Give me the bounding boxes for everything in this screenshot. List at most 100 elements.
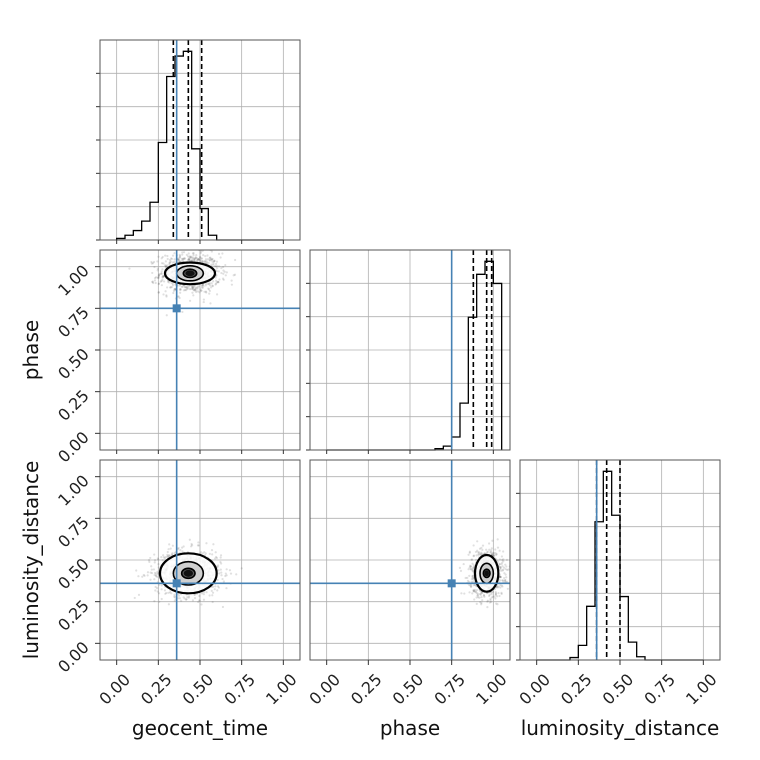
sample-point bbox=[199, 255, 202, 259]
sample-point bbox=[183, 257, 186, 260]
sample-point bbox=[205, 260, 208, 263]
sample-point bbox=[202, 253, 205, 257]
sample-point bbox=[491, 551, 495, 555]
sample-point bbox=[161, 278, 164, 281]
sample-point bbox=[222, 269, 225, 272]
sample-point bbox=[196, 259, 199, 262]
sample-point bbox=[473, 598, 476, 601]
sample-point bbox=[158, 600, 161, 603]
sample-point bbox=[213, 259, 216, 262]
sample-point bbox=[480, 591, 484, 594]
sample-point bbox=[182, 257, 185, 260]
sample-point bbox=[191, 286, 194, 289]
sample-point bbox=[493, 551, 496, 554]
sample-point bbox=[486, 600, 489, 603]
sample-point bbox=[488, 548, 491, 551]
sample-point bbox=[164, 592, 167, 595]
sample-point bbox=[196, 544, 200, 547]
sample-point bbox=[478, 593, 481, 596]
sample-point bbox=[201, 283, 205, 286]
sample-point bbox=[476, 594, 479, 597]
sample-point bbox=[185, 286, 188, 289]
sample-point bbox=[192, 285, 195, 288]
contour-line bbox=[182, 268, 198, 279]
sample-point bbox=[169, 286, 172, 289]
sample-point bbox=[188, 285, 191, 288]
sample-point bbox=[204, 282, 208, 285]
sample-point bbox=[152, 260, 156, 264]
sample-point bbox=[197, 258, 200, 261]
sample-point bbox=[211, 591, 215, 594]
sample-point bbox=[153, 578, 156, 581]
sample-point bbox=[156, 570, 159, 573]
sample-point bbox=[193, 593, 196, 596]
sample-point bbox=[162, 293, 165, 296]
sample-point bbox=[222, 265, 225, 269]
sample-point bbox=[164, 266, 167, 269]
sample-point bbox=[160, 279, 163, 283]
sample-point bbox=[500, 592, 503, 595]
sample-point bbox=[506, 568, 509, 572]
sample-point bbox=[182, 258, 185, 261]
sample-point bbox=[489, 600, 493, 604]
sample-point bbox=[486, 550, 489, 553]
sample-point bbox=[153, 571, 157, 575]
sample-point bbox=[490, 552, 493, 555]
sample-point bbox=[471, 566, 475, 569]
sample-point bbox=[479, 593, 482, 596]
sample-point bbox=[170, 257, 174, 261]
sample-point bbox=[212, 543, 215, 546]
sample-point bbox=[221, 577, 224, 581]
sample-point bbox=[190, 259, 193, 262]
sample-point bbox=[500, 584, 503, 587]
sample-point bbox=[165, 295, 168, 298]
sample-point bbox=[220, 271, 223, 275]
sample-point bbox=[490, 547, 493, 550]
sample-point bbox=[150, 260, 153, 264]
sample-point bbox=[468, 551, 471, 554]
sample-point bbox=[203, 290, 206, 293]
sample-point bbox=[502, 550, 505, 553]
sample-point bbox=[213, 265, 217, 268]
sample-point bbox=[471, 574, 475, 577]
sample-point bbox=[213, 588, 216, 591]
sample-point bbox=[229, 572, 233, 575]
sample-point bbox=[502, 560, 505, 563]
sample-point bbox=[215, 260, 219, 263]
sample-point bbox=[156, 269, 159, 272]
sample-point bbox=[154, 281, 157, 285]
sample-point bbox=[211, 594, 214, 597]
sample-point bbox=[210, 258, 213, 261]
sample-point bbox=[187, 252, 190, 255]
sample-point bbox=[200, 289, 203, 292]
sample-point bbox=[499, 576, 502, 579]
sample-point bbox=[157, 276, 160, 279]
x-tick-label: 1.00 bbox=[472, 670, 511, 709]
sample-point bbox=[198, 599, 201, 602]
sample-point bbox=[481, 548, 484, 551]
sample-point bbox=[206, 254, 209, 257]
sample-point bbox=[203, 551, 206, 554]
sample-point bbox=[188, 538, 191, 541]
sample-point bbox=[209, 286, 213, 289]
sample-point bbox=[161, 274, 165, 277]
sample-point bbox=[486, 551, 489, 554]
sample-point bbox=[201, 259, 204, 263]
sample-point bbox=[142, 573, 145, 577]
sample-point bbox=[193, 259, 196, 262]
sample-point bbox=[146, 574, 149, 577]
sample-point bbox=[489, 599, 492, 602]
sample-point bbox=[205, 261, 209, 264]
sample-point bbox=[469, 584, 472, 587]
sample-point bbox=[186, 255, 190, 258]
sample-point bbox=[154, 589, 157, 592]
sample-point bbox=[472, 554, 476, 557]
sample-point bbox=[191, 256, 195, 259]
sample-point bbox=[133, 596, 136, 600]
y-tick-label: 0.50 bbox=[54, 554, 93, 593]
sample-point bbox=[191, 544, 194, 547]
x-tick-label: 0.50 bbox=[389, 670, 428, 709]
sample-point bbox=[182, 596, 185, 599]
x-tick-label: 0.00 bbox=[305, 670, 344, 709]
sample-point bbox=[217, 270, 220, 273]
